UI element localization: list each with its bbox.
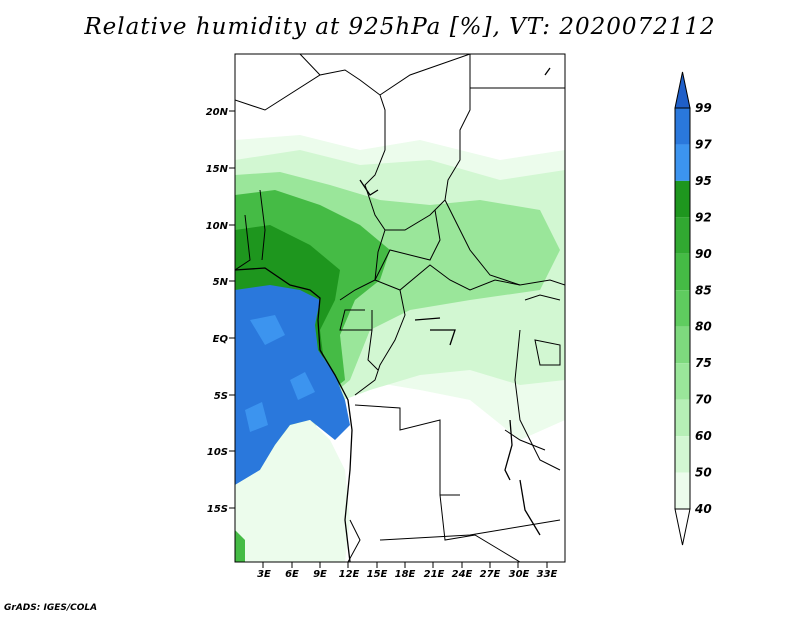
rh-97-patches (245, 315, 315, 432)
coastline (235, 67, 551, 562)
colorbar-label: 70 (695, 393, 712, 407)
lon-label: 21E (424, 569, 445, 580)
colorbar-label: 95 (695, 174, 712, 188)
colorbar-swatch (675, 144, 690, 181)
footer-credit: GrADS: IGES/COLA (4, 603, 98, 613)
colorbar-swatch (675, 253, 690, 291)
colorbar-label: 85 (695, 283, 712, 297)
colorbar-swatch (675, 472, 690, 509)
lon-label: 33E (537, 569, 558, 580)
lon-label: 9E (313, 569, 327, 580)
colorbar-swatch (675, 363, 690, 400)
lat-label: 5S (214, 391, 228, 402)
colorbar-swatch (675, 399, 690, 437)
colorbar-bottom-triangle (674, 508, 691, 546)
country-borders (235, 54, 565, 562)
colorbar-label: 90 (695, 247, 712, 261)
chart-title: Relative humidity at 925hPa [%], VT: 202… (84, 14, 716, 40)
colorbar: 99 97 95 92 90 85 80 75 70 60 50 40 (674, 71, 712, 546)
lon-label: 18E (395, 569, 416, 580)
lon-label: 3E (257, 569, 271, 580)
lat-label: EQ (213, 334, 229, 345)
map-frame (234, 53, 566, 563)
lon-label: 15E (367, 569, 388, 580)
lat-label: 10N (206, 221, 229, 232)
colorbar-label: 80 (695, 320, 712, 334)
lat-label: 20N (206, 107, 229, 118)
colorbar-label: 92 (695, 210, 712, 224)
colorbar-label: 75 (695, 356, 712, 370)
lon-label: 6E (285, 569, 299, 580)
humidity-field (235, 54, 565, 562)
lat-label: 15N (206, 164, 229, 175)
colorbar-swatch (675, 108, 690, 145)
colorbar-swatch (675, 290, 690, 327)
lat-label: 5N (213, 277, 229, 288)
colorbar-label: 97 (695, 137, 712, 151)
colorbar-swatch (675, 217, 690, 254)
lon-label: 24E (452, 569, 473, 580)
colorbar-swatch (675, 436, 690, 473)
colorbar-label: 60 (695, 429, 712, 443)
colorbar-swatch (675, 180, 690, 218)
lon-axis: 3E 6E 9E 12E 15E 18E 21E 24E 27E 30E 33E (257, 562, 558, 580)
lat-label: 10S (207, 447, 228, 458)
lat-label: 15S (207, 504, 228, 515)
lat-axis: 20N 15N 10N 5N EQ 5S 10S 15S (206, 107, 235, 515)
colorbar-label: 99 (695, 101, 712, 115)
lon-label: 12E (339, 569, 360, 580)
lon-label: 27E (480, 569, 501, 580)
lon-label: 30E (509, 569, 530, 580)
colorbar-frame (674, 107, 691, 510)
rh-southwest (235, 420, 350, 562)
colorbar-swatch (675, 326, 690, 364)
colorbar-top-triangle (674, 71, 691, 109)
colorbar-label: 50 (695, 466, 712, 480)
colorbar-label: 40 (694, 502, 712, 516)
